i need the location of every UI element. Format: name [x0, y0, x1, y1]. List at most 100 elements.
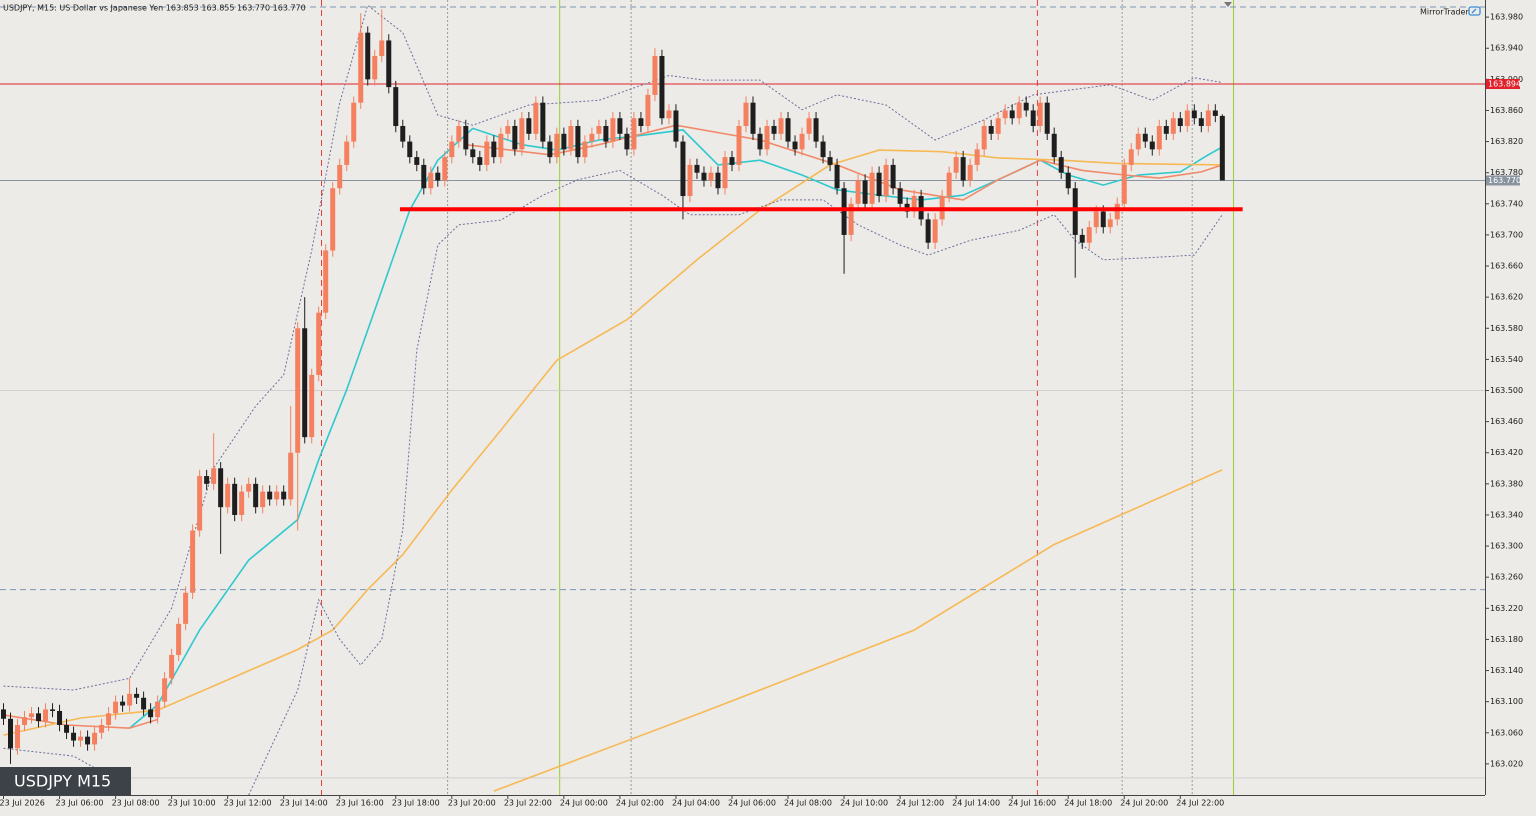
candle-body — [512, 126, 518, 150]
x-tick-label: 23 Jul 06:00 — [56, 799, 104, 808]
indicator-line — [493, 469, 1223, 792]
candle-body — [1191, 110, 1197, 119]
candles — [1, 9, 1243, 764]
x-tick-label: 23 Jul 10:00 — [168, 799, 216, 808]
candle-body — [862, 180, 868, 204]
candle-body — [1023, 102, 1029, 111]
candle-body — [267, 491, 273, 500]
x-tick-label: 24 Jul 12:00 — [896, 799, 944, 808]
shift-marker — [1224, 2, 1232, 7]
candle-body — [197, 476, 203, 531]
candle-body — [78, 736, 84, 741]
candle-body — [386, 40, 392, 88]
indicator-line — [3, 714, 158, 729]
x-tick-label: 23 Jul 08:00 — [112, 799, 160, 808]
candle-body — [407, 141, 413, 158]
candle-body — [1065, 172, 1071, 189]
candle-body — [1051, 133, 1057, 158]
candle-body — [526, 118, 532, 134]
candle-body — [757, 133, 763, 150]
candle-body — [120, 701, 126, 706]
candle-body — [1016, 102, 1022, 119]
candle-body — [1107, 219, 1113, 228]
candle-body — [337, 164, 343, 189]
candle-body — [50, 709, 56, 711]
candle-body — [316, 312, 322, 375]
candle-body — [659, 56, 665, 119]
y-tick-label: 163.260 — [1490, 573, 1523, 582]
candle-body — [302, 328, 308, 438]
candle-body — [1100, 211, 1106, 228]
candle-body — [442, 157, 448, 181]
candle-body — [428, 172, 434, 189]
candle-body — [1093, 211, 1099, 228]
candle-body — [15, 724, 21, 749]
candle-body — [855, 180, 861, 204]
candle-body — [1142, 133, 1148, 142]
candle-body — [533, 102, 539, 134]
candle-body — [1079, 234, 1085, 243]
y-tick-label: 163.820 — [1490, 137, 1523, 146]
candle-body — [498, 133, 504, 158]
candle-body — [295, 328, 301, 453]
price-label-box — [1486, 79, 1520, 90]
candle-body — [106, 713, 112, 725]
x-tick-label: 23 Jul 16:00 — [336, 799, 384, 808]
y-tick-label: 163.180 — [1490, 635, 1523, 644]
y-tick-label: 163.580 — [1490, 324, 1523, 333]
candle-body — [1205, 110, 1211, 127]
chart-title: USDJPY, M15: US Dollar vs Japanese Yen 1… — [3, 4, 306, 13]
candle-body — [204, 476, 210, 484]
x-tick-label: 24 Jul 08:00 — [784, 799, 832, 808]
candle-body — [519, 118, 525, 150]
candle-body — [722, 157, 728, 189]
y-tick-label: 163.780 — [1490, 168, 1523, 177]
candle-body — [1156, 126, 1162, 150]
candle-body — [22, 717, 28, 725]
candle-body — [834, 164, 840, 189]
candle-body — [155, 701, 161, 718]
candle-body — [876, 172, 882, 197]
candle-body — [1030, 110, 1036, 127]
candle-body — [785, 118, 791, 142]
y-tick-label: 163.660 — [1490, 262, 1523, 271]
candle-body — [344, 141, 350, 165]
candle-body — [764, 126, 770, 150]
candle-body — [680, 141, 686, 197]
candle-body — [43, 709, 49, 722]
candle-body — [1, 709, 7, 719]
candle-body — [246, 483, 252, 492]
candle-body — [141, 697, 147, 710]
candle-body — [813, 118, 819, 142]
candle-body — [274, 491, 280, 500]
candle-body — [631, 118, 637, 150]
candle-body — [911, 196, 917, 212]
candle-body — [281, 491, 287, 500]
candle-body — [400, 126, 406, 142]
candle-body — [673, 110, 679, 142]
candle-body — [652, 56, 658, 95]
candle-body — [792, 141, 798, 150]
symbol-box — [0, 767, 131, 795]
candle-body — [1044, 102, 1050, 134]
y-tick-label: 163.140 — [1490, 666, 1523, 675]
candle-body — [1170, 118, 1176, 134]
candle-body — [589, 133, 595, 142]
candle-body — [666, 110, 672, 119]
candle-body — [365, 32, 371, 80]
candle-body — [379, 40, 385, 57]
candle-body — [582, 141, 588, 158]
candle-body — [1037, 102, 1043, 127]
candle-body — [778, 118, 784, 134]
candle-body — [162, 678, 168, 702]
y-tick-label: 163.420 — [1490, 448, 1523, 457]
candle-body — [169, 654, 175, 679]
candle-body — [981, 126, 987, 150]
candle-body — [232, 483, 238, 515]
candle-body — [372, 56, 378, 80]
y-tick-label: 163.100 — [1490, 697, 1523, 706]
y-tick-label: 163.540 — [1490, 355, 1523, 364]
candle-body — [869, 172, 875, 204]
candle-body — [694, 164, 700, 173]
candle-body — [848, 203, 854, 235]
